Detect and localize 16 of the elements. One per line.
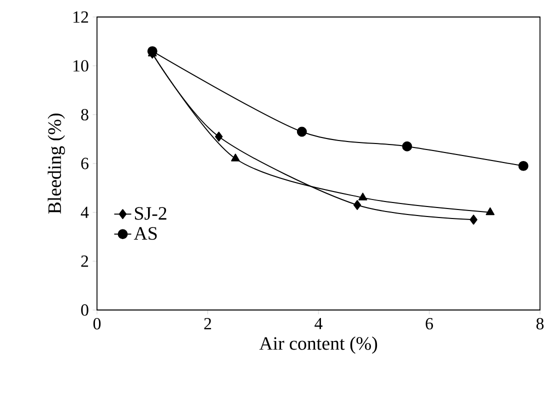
x-axis-title: Air content (%) (259, 336, 378, 354)
x-tick-label: 2 (204, 318, 212, 330)
y-tick-label: 10 (74, 60, 88, 72)
x-tick-label: 4 (314, 318, 322, 330)
y-tick-label: 12 (74, 11, 88, 23)
y-tick-label: 4 (80, 206, 89, 218)
y-tick-label: 8 (81, 108, 88, 120)
legend-label: AS (134, 227, 157, 240)
legend-label: SJ-2 (134, 207, 166, 220)
x-tick-label: 0 (93, 318, 101, 330)
x-tick-label: 8 (536, 318, 544, 330)
y-tick-label: 2 (81, 256, 88, 267)
y-axis-title: Bleeding (%) (48, 114, 65, 214)
y-tick-label: 0 (81, 304, 88, 316)
y-tick-label: 6 (81, 158, 88, 170)
x-tick-label: 6 (426, 318, 433, 330)
